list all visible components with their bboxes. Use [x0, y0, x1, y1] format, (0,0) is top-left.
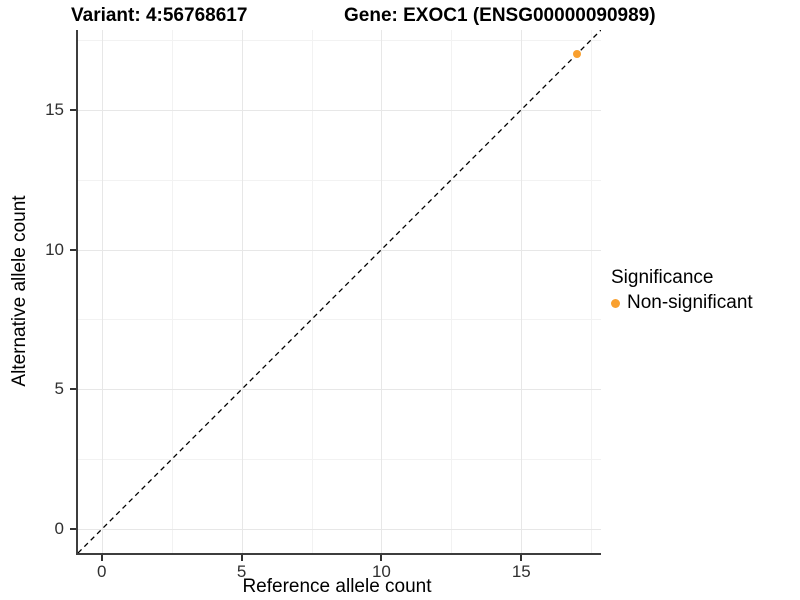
legend-title: Significance — [611, 267, 714, 288]
major-gridline-vertical — [101, 30, 103, 553]
y-axis-tick-label: 10 — [45, 239, 64, 259]
y-axis-tick — [70, 108, 76, 111]
y-axis-tick — [70, 388, 76, 391]
major-gridline-vertical — [241, 30, 243, 553]
major-gridline-horizontal — [78, 109, 601, 111]
legend: Significance Non-significant — [611, 267, 753, 314]
x-axis-tick — [380, 555, 383, 561]
y-axis-tick-label: 0 — [54, 519, 64, 539]
y-axis-tick — [70, 528, 76, 531]
x-axis-tick-label: 0 — [97, 562, 107, 581]
minor-gridline-vertical — [171, 30, 173, 553]
x-axis-tick-label: 10 — [371, 562, 391, 581]
minor-gridline-horizontal — [78, 179, 601, 181]
y-axis-tick-label: 5 — [54, 379, 64, 399]
x-axis-label: Reference allele count — [242, 576, 432, 597]
major-gridline-horizontal — [78, 529, 601, 531]
minor-gridline-horizontal — [78, 319, 601, 321]
minor-gridline-horizontal — [78, 39, 601, 41]
y-axis-tick — [70, 248, 76, 251]
identity-dashed-line — [78, 30, 601, 553]
minor-gridline-horizontal — [78, 459, 601, 461]
legend-item: Non-significant — [611, 292, 753, 314]
major-gridline-vertical — [381, 30, 383, 553]
plot-panel — [76, 30, 601, 555]
major-gridline-vertical — [521, 30, 523, 553]
minor-gridline-vertical — [451, 30, 453, 553]
y-axis-tick-label: 15 — [45, 99, 64, 119]
data-point — [573, 49, 582, 58]
plot-title-variant: Variant: 4:56768617 — [71, 5, 248, 26]
y-axis-label: Alternative allele count — [9, 195, 30, 387]
x-axis-tick-label: 15 — [511, 562, 531, 581]
x-axis-tick — [100, 555, 103, 561]
major-gridline-horizontal — [78, 389, 601, 391]
legend-item-label: Non-significant — [627, 292, 753, 313]
major-gridline-horizontal — [78, 249, 601, 251]
minor-gridline-vertical — [591, 30, 593, 553]
x-axis-tick-label: 5 — [236, 562, 247, 581]
legend-point-icon — [611, 298, 620, 308]
x-axis-tick — [240, 555, 243, 561]
x-axis-tick — [520, 555, 523, 561]
plot-title-gene: Gene: EXOC1 (ENSG00000090989) — [344, 5, 656, 26]
minor-gridline-vertical — [311, 30, 313, 553]
